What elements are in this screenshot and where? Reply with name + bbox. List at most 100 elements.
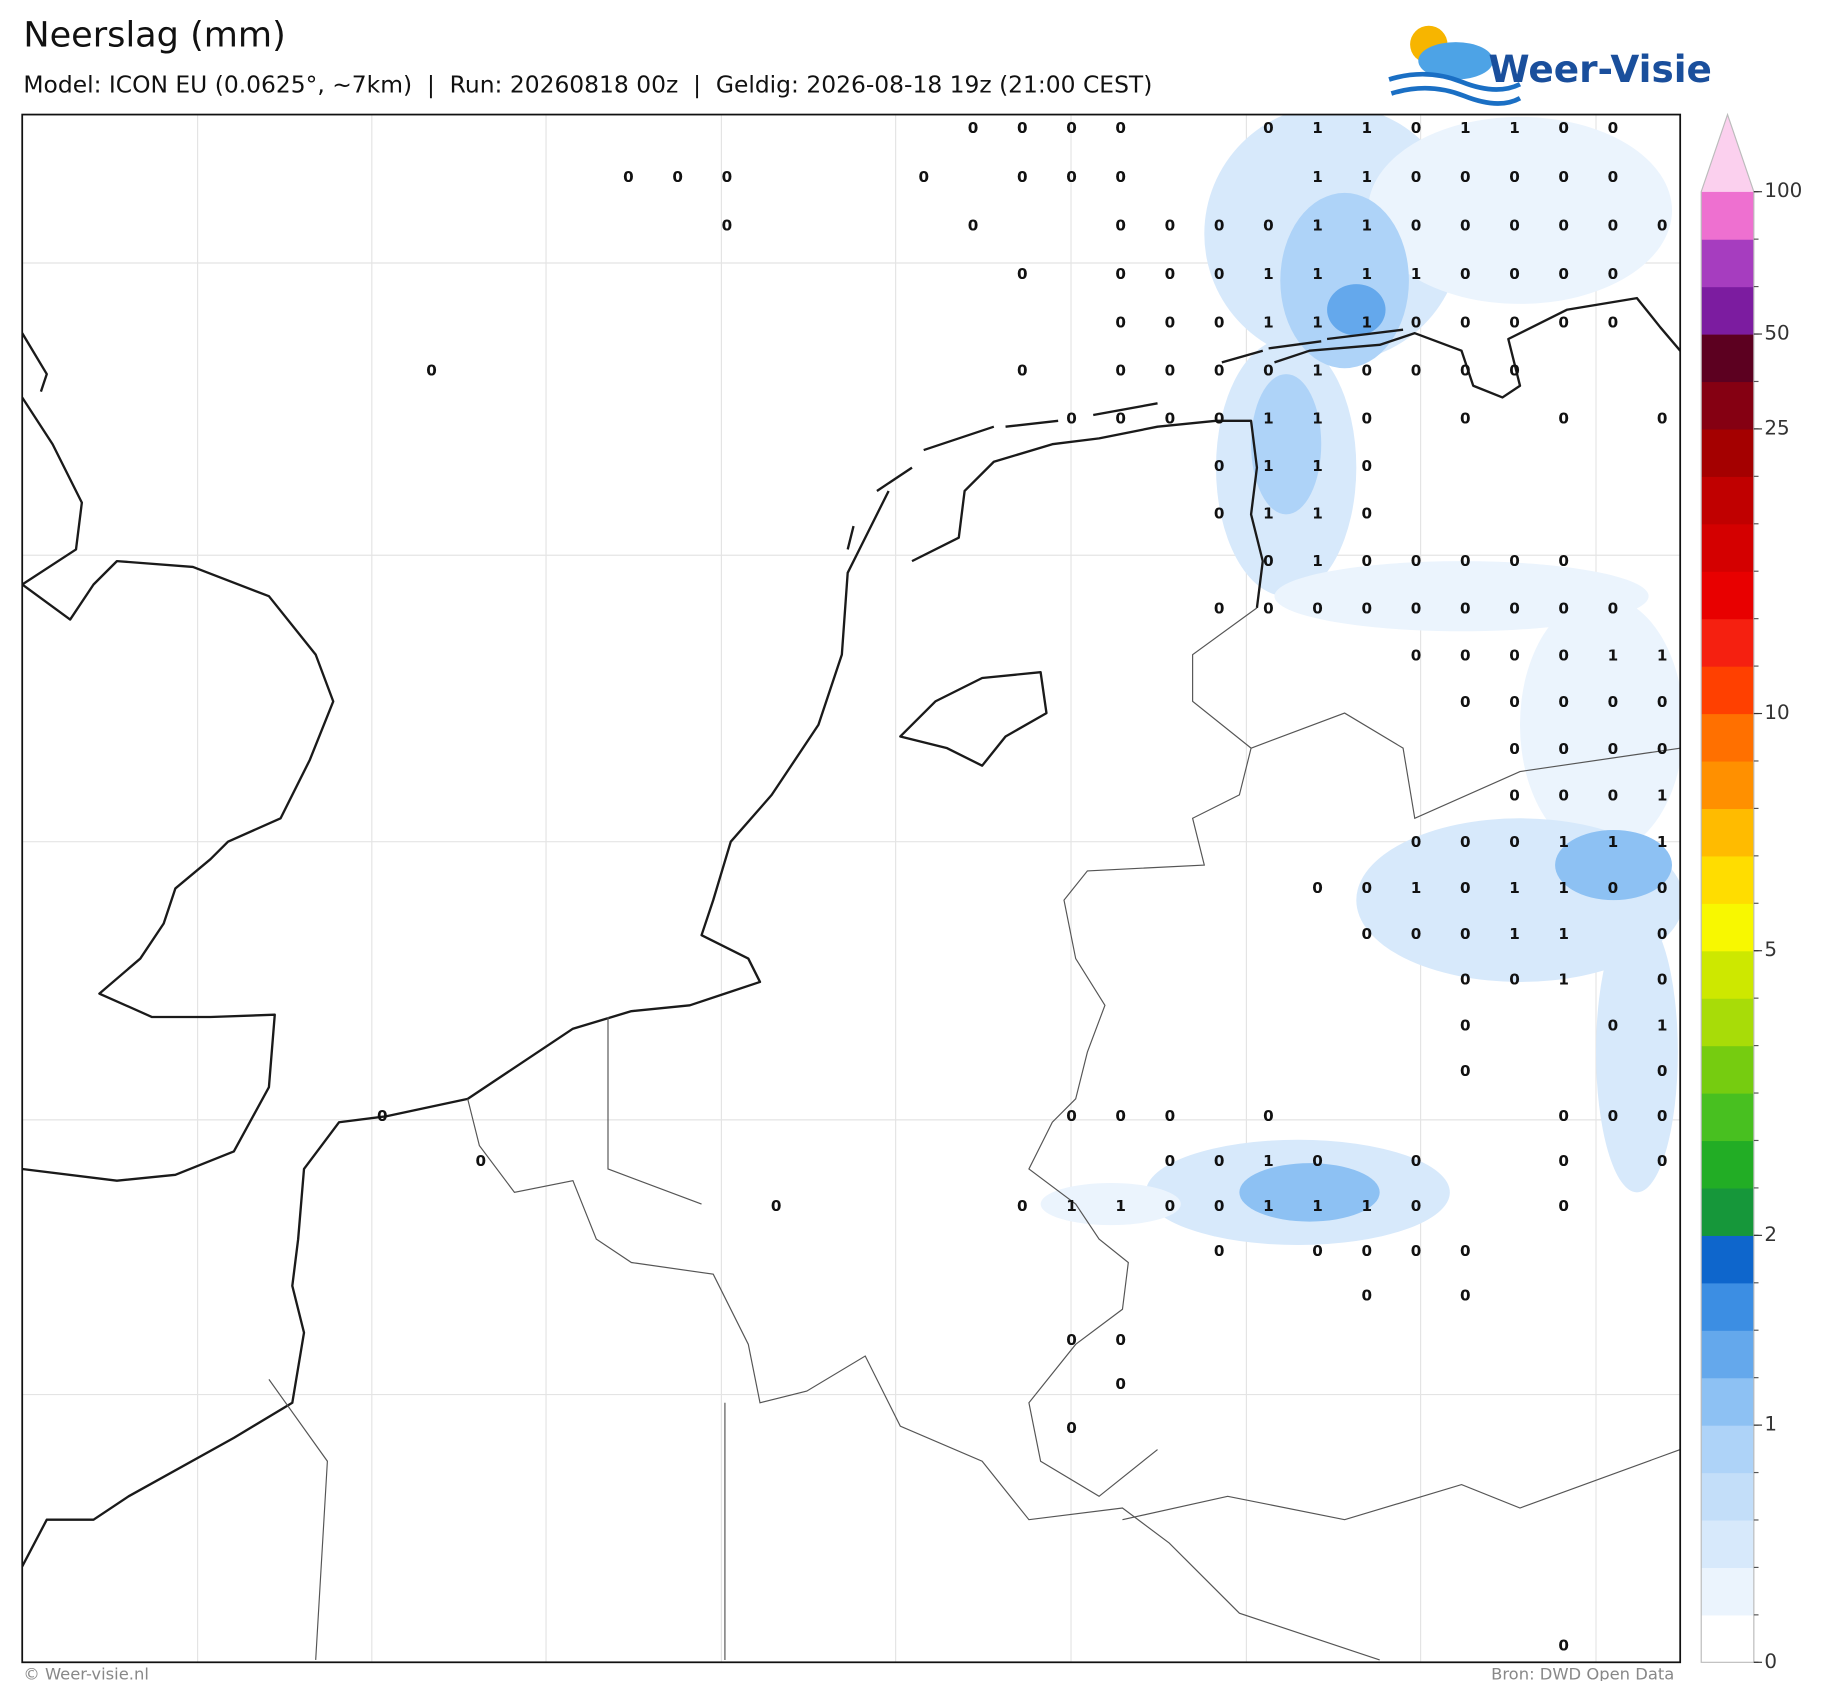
colorbar-band <box>1701 286 1754 335</box>
precip-label: 0 <box>1165 217 1176 235</box>
precip-label: 0 <box>1017 119 1028 137</box>
precip-label: 1 <box>1115 1197 1126 1215</box>
precip-label: 0 <box>1608 1016 1619 1034</box>
colorbar-band <box>1701 998 1754 1047</box>
coastline <box>1274 296 1681 399</box>
precip-label: 0 <box>1460 168 1471 186</box>
precip-label: 0 <box>1558 119 1569 137</box>
precip-label: 0 <box>426 361 437 379</box>
precip-label: 0 <box>1657 740 1668 758</box>
precip-label: 1 <box>1362 168 1373 186</box>
precip-label: 0 <box>1115 119 1126 137</box>
precip-label: 0 <box>1115 1107 1126 1125</box>
precip-label: 0 <box>1017 1197 1028 1215</box>
precip-label: 0 <box>1165 313 1176 331</box>
colorbar-band <box>1701 713 1754 762</box>
precip-area <box>1239 1163 1380 1222</box>
precip-label: 0 <box>1362 457 1373 475</box>
precip-label: 1 <box>1509 879 1520 897</box>
map-frame <box>21 113 1682 1664</box>
colorbar-band <box>1701 1519 1754 1569</box>
precip-label: 0 <box>1608 599 1619 617</box>
precip-label: 0 <box>1460 1062 1471 1080</box>
precip-label: 1 <box>1362 1197 1373 1215</box>
colorbar-band <box>1701 855 1754 904</box>
precip-label: 1 <box>1312 552 1323 570</box>
footer-left: © Weer-visie.nl <box>23 1665 149 1681</box>
precip-label: 0 <box>1608 693 1619 711</box>
precip-label: 0 <box>1017 361 1028 379</box>
precip-label: 0 <box>1411 599 1422 617</box>
precip-label: 1 <box>1558 833 1569 851</box>
colorbar-tick-label: 2 <box>1764 1223 1777 1246</box>
coastline <box>911 419 1264 609</box>
precip-label: 0 <box>1657 217 1668 235</box>
precip-label: 0 <box>1509 217 1520 235</box>
precip-label: 0 <box>1460 265 1471 283</box>
colorbar-band <box>1701 1377 1754 1426</box>
precip-label: 0 <box>1558 1197 1569 1215</box>
precip-label: 0 <box>1460 313 1471 331</box>
precip-label: 0 <box>1411 925 1422 943</box>
precip-label: 0 <box>1558 409 1569 427</box>
precip-labels: 0 0 0 0 0 1 1 0 1 1 0 0 0 0 0 0 0 0 0 1 1 0 0 0 0 0 0 0 0 0 0 0 1 1 0 0 0 0 0 0… <box>377 119 1667 1654</box>
colorbar-tick-label: 25 <box>1764 416 1789 439</box>
precip-label: 1 <box>1312 313 1323 331</box>
precip-label: 1 <box>1312 505 1323 523</box>
colorbar-band <box>1701 1567 1754 1616</box>
precip-label: 1 <box>1509 925 1520 943</box>
precip-label: 0 <box>1362 925 1373 943</box>
precip-label: 0 <box>1657 693 1668 711</box>
precip-label: 0 <box>1608 265 1619 283</box>
precip-label: 0 <box>623 168 634 186</box>
precip-label: 0 <box>1509 168 1520 186</box>
precip-label: 1 <box>1558 971 1569 989</box>
precip-label: 0 <box>1362 505 1373 523</box>
colorbar-band <box>1701 618 1754 667</box>
precip-label: 0 <box>722 217 733 235</box>
precip-label: 0 <box>1608 786 1619 804</box>
precip-label: 0 <box>1509 646 1520 664</box>
precip-label: 1 <box>1657 786 1668 804</box>
colorbar-tick-label: 5 <box>1764 938 1777 961</box>
precip-label: 0 <box>919 168 930 186</box>
colorbar-tick-label: 50 <box>1764 322 1789 345</box>
precip-label: 1 <box>1312 119 1323 137</box>
precip-label: 1 <box>1411 879 1422 897</box>
precip-label: 0 <box>1411 1242 1422 1260</box>
map: 0 0 0 0 0 1 1 0 1 1 0 0 0 0 0 0 0 0 0 1 1 0 0 0 0 0 0 0 0 0 0 0 1 1 0 0 0 0 0 0… <box>22 114 1681 1663</box>
colorbar-band <box>1701 191 1754 240</box>
precip-label: 0 <box>1558 313 1569 331</box>
precip-label: 0 <box>1558 786 1569 804</box>
precip-label: 0 <box>1362 1242 1373 1260</box>
colorbar-band <box>1701 1045 1754 1094</box>
precip-label: 0 <box>1362 879 1373 897</box>
precip-label: 1 <box>1411 265 1422 283</box>
precip-label: 1 <box>1608 646 1619 664</box>
precip-area <box>1368 116 1672 304</box>
precip-label: 0 <box>1608 740 1619 758</box>
precip-label: 0 <box>1558 168 1569 186</box>
precip-label: 0 <box>1558 1107 1569 1125</box>
precip-label: 0 <box>1657 409 1668 427</box>
precip-label: 0 <box>1165 1197 1176 1215</box>
colorbar-band <box>1701 1330 1754 1379</box>
precip-label: 1 <box>1066 1197 1077 1215</box>
precip-label: 0 <box>1558 599 1569 617</box>
precip-label: 0 <box>1214 265 1225 283</box>
precip-label: 1 <box>1362 265 1373 283</box>
precip-label: 0 <box>1558 693 1569 711</box>
precip-label: 0 <box>1312 599 1323 617</box>
colorbar-band <box>1701 1140 1754 1189</box>
precip-label: 0 <box>968 217 979 235</box>
precip-label: 1 <box>1362 313 1373 331</box>
precip-label: 0 <box>1460 1016 1471 1034</box>
precip-label: 0 <box>1460 833 1471 851</box>
precip-area <box>1274 561 1649 632</box>
precip-label: 0 <box>1657 1107 1668 1125</box>
precip-label: 0 <box>1066 119 1077 137</box>
precip-label: 0 <box>1214 1197 1225 1215</box>
colorbar-band <box>1701 1614 1754 1663</box>
